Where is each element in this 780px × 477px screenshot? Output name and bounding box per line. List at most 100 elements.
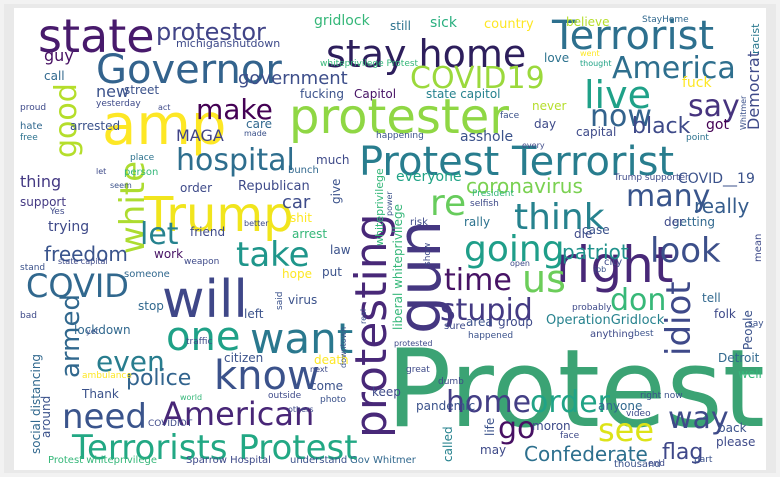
word: may [480,443,507,457]
word: Detroit [718,351,760,365]
word: anyone [598,399,643,413]
word: take [236,235,310,275]
word: Gov Whitmer [350,455,416,466]
word: part [694,455,713,465]
word: whiteprivilege [373,168,386,246]
word: protested [394,339,433,348]
word: bad [20,311,37,321]
word: said [275,291,285,310]
word: Protest [386,327,765,452]
word: Terrorists Protest [72,428,358,468]
word: weapon [184,257,220,267]
word: tell [702,291,721,305]
word: protestor [156,18,266,46]
word: show [423,242,433,266]
word: downtown [339,326,348,368]
word: state capital [58,257,108,266]
word: outside [268,391,302,401]
word: home [446,385,532,420]
word: still [390,19,411,33]
word: let [96,167,107,176]
word: proud [20,103,47,113]
word: Yes [50,207,65,217]
word: ambulance [82,371,132,381]
word: time [444,263,512,298]
word: well [738,367,762,381]
word: job [594,265,607,274]
word: want [250,314,354,363]
word: made [244,129,267,138]
word: risk [410,217,428,228]
word: make [196,93,273,126]
word: bunch [288,165,319,176]
word: thought [580,59,612,68]
word-cloud-frame: Protest Protest Terrorist Terrorists Pro… [4,4,776,473]
word: COVIDIOT [148,419,193,429]
word: trying [48,219,90,235]
word: work [154,247,184,261]
word: America [612,51,736,86]
word: COVID__19 [678,171,755,187]
word: day [534,117,557,131]
word: fucking [300,87,344,101]
word: street [124,83,160,97]
word: order [530,385,610,420]
word: protester [289,89,509,145]
word: re [430,183,467,224]
word: end [648,459,665,469]
word: black [632,114,691,139]
word: care [246,117,273,131]
word: MAGA [176,126,224,145]
word: moron [532,419,571,433]
word: OperationGridlock [546,313,665,328]
word: pandemic [416,399,476,413]
word: seem [110,181,132,190]
word: photo [320,395,346,405]
word: others [288,405,314,414]
word: look [650,231,721,271]
word: sure [444,321,466,332]
word: hate [20,121,43,132]
word: COVID [26,267,129,305]
word: folk [714,307,736,321]
word: support [20,195,67,209]
word: order [180,181,212,195]
word-cloud: Protest Protest Terrorist Terrorists Pro… [14,8,766,470]
word: best [634,329,654,339]
word: keep [372,385,401,399]
word: government [238,68,348,89]
word: stop [138,299,164,313]
word: coronavirus [466,174,583,198]
word: please [716,435,756,449]
word: say [688,89,740,124]
word: video [626,409,651,419]
word: even [96,345,165,378]
word: country [484,17,534,32]
word: need [62,397,147,437]
word: Capitol [354,87,397,101]
word: thousand [614,459,661,470]
word: gridlock [314,13,370,29]
word: hospital [176,143,295,178]
word: love [544,51,570,65]
word: will [162,270,248,330]
word: thing [20,172,62,191]
word: someone [124,269,170,280]
word: dumb [438,377,464,387]
word: stay home [326,32,527,76]
word: point [686,133,709,143]
word: der [664,215,684,229]
word: now [590,99,652,134]
word: come [310,379,344,393]
word: let [140,217,179,252]
word: shit [290,211,312,225]
word: People [741,310,755,350]
word: us [522,257,566,301]
word: freedom [44,242,128,266]
word: Confederate [524,442,648,466]
word: case [582,223,610,237]
word: city [604,257,623,268]
word: patriot [562,240,629,264]
word: hope [282,267,312,281]
word: yesterday [96,99,141,109]
